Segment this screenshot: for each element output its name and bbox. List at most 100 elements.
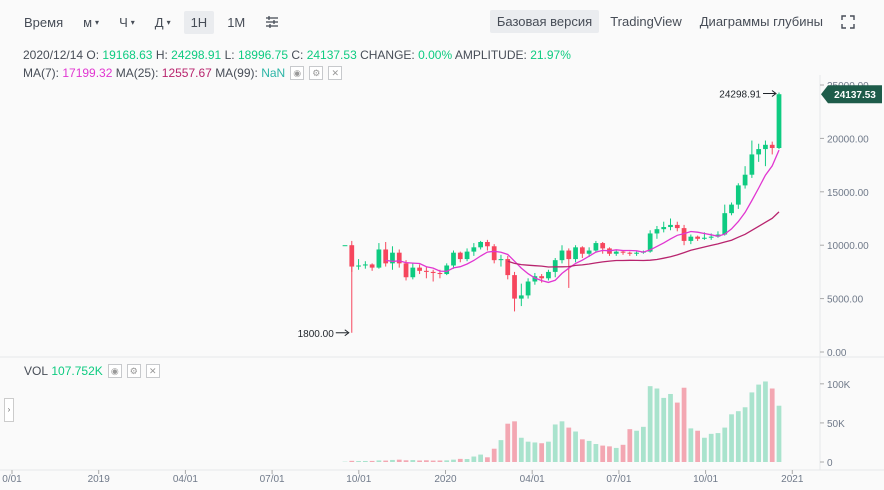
close-value: 24137.53 — [306, 48, 357, 62]
ma7-label: MA(7): — [23, 66, 59, 80]
low-value: 18996.75 — [237, 48, 288, 62]
candle-body — [457, 252, 463, 260]
candle-body — [403, 263, 409, 278]
candle-body — [444, 265, 450, 275]
time-tick-label: 2021 — [781, 474, 804, 485]
candle-body — [566, 250, 572, 260]
candle-body — [674, 224, 680, 229]
vol-visibility-icon[interactable]: ◉ — [107, 364, 122, 378]
candle-body — [464, 251, 470, 260]
indicator-settings-button[interactable] — [258, 12, 286, 32]
ohlc-info: 2020/12/14 O: 19168.63 H: 24298.91 L: 18… — [23, 48, 571, 62]
ma7-value: 17199.32 — [62, 66, 113, 80]
candle-body — [410, 267, 416, 278]
volume-bar — [641, 426, 646, 462]
side-panel-toggle[interactable]: › — [4, 398, 14, 422]
price-tick-label: 0.00 — [827, 348, 847, 359]
interval-minute-dropdown[interactable]: м ▾ — [76, 11, 106, 34]
volume-bar — [356, 461, 361, 462]
candle-body — [749, 154, 755, 175]
candle-body — [681, 228, 687, 241]
ma7-line — [385, 149, 780, 284]
price-tick-label: 15000.00 — [827, 188, 869, 199]
vol-close-icon[interactable]: ✕ — [145, 364, 160, 378]
basic-version-tab[interactable]: Базовая версия — [489, 10, 600, 33]
tradingview-tab[interactable]: TradingView — [610, 14, 682, 29]
fullscreen-button[interactable] — [834, 11, 862, 33]
candle-body — [505, 259, 511, 276]
vol-settings-icon[interactable]: ⚙ — [126, 364, 141, 378]
volume-bar — [362, 460, 368, 462]
ohlc-date: 2020/12/14 — [23, 48, 84, 62]
candle-body — [702, 237, 707, 239]
min-price-label: 1800.00 — [298, 329, 335, 340]
caret-down-icon: ▾ — [130, 17, 135, 27]
time-tick-label: 04/01 — [173, 474, 198, 485]
candle-body — [424, 270, 429, 272]
candle-body — [491, 246, 497, 261]
vol-label: VOL — [24, 364, 49, 378]
candle-body — [763, 144, 768, 150]
candle-body — [437, 272, 443, 275]
candle-body — [518, 295, 524, 299]
ma-settings-icon[interactable]: ⚙ — [309, 66, 324, 80]
volume-bar — [424, 460, 429, 462]
ma-visibility-icon[interactable]: ◉ — [290, 66, 305, 80]
interval-1h-button[interactable]: 1H — [183, 10, 215, 34]
candle-body — [668, 224, 673, 228]
ma-info: MA(7): 17199.32 MA(25): 12557.67 MA(99):… — [23, 66, 343, 80]
candle-body — [539, 276, 545, 279]
interval-hour-dropdown[interactable]: Ч ▾ — [112, 11, 142, 34]
volume-bar — [607, 446, 612, 462]
volume-bar — [390, 459, 395, 462]
volume-tick-label: 50K — [827, 419, 845, 430]
volume-bar — [478, 454, 483, 462]
volume-bar — [688, 428, 694, 462]
ma99-value: NaN — [261, 66, 286, 80]
volume-bar — [566, 427, 572, 462]
candle-body — [342, 245, 348, 247]
volume-bar — [410, 460, 416, 462]
high-value: 24298.91 — [171, 48, 222, 62]
volume-bar — [539, 443, 545, 462]
candle-body — [512, 275, 517, 299]
candle-body — [579, 247, 585, 254]
price-tick-label: 10000.00 — [827, 241, 869, 252]
last-price-value: 24137.53 — [834, 90, 876, 101]
time-tick-label: 07/01 — [606, 474, 631, 485]
candle-body — [369, 264, 375, 268]
low-label: L: — [224, 48, 235, 62]
interval-day-dropdown[interactable]: Д ▾ — [148, 11, 178, 34]
candle-body — [478, 241, 483, 248]
time-tick-label: 0/01 — [2, 474, 22, 485]
candle-body — [376, 249, 382, 268]
depth-chart-tab[interactable]: Диаграммы глубины — [699, 14, 823, 29]
candle-body — [586, 250, 592, 254]
volume-bar — [600, 445, 606, 462]
time-label: Время — [24, 14, 64, 30]
volume-bar — [403, 460, 409, 462]
volume-bar — [498, 440, 504, 462]
ma25-value: 12557.67 — [161, 66, 212, 80]
fullscreen-icon — [841, 14, 855, 29]
volume-bar — [702, 437, 707, 462]
volume-bar — [735, 411, 741, 462]
ma-close-icon[interactable]: ✕ — [328, 66, 343, 80]
volume-bar — [722, 427, 728, 462]
volume-bar — [627, 429, 633, 462]
candle-body — [525, 281, 531, 296]
candle-body — [451, 252, 456, 266]
close-label: C: — [291, 48, 304, 62]
time-tick-label: 10/01 — [346, 474, 371, 485]
candle-body — [430, 271, 436, 273]
min-price-arrowhead — [344, 329, 350, 337]
max-price-arrowhead — [771, 90, 777, 97]
candle-body — [552, 260, 558, 272]
interval-1m-button[interactable]: 1M — [227, 14, 246, 30]
amplitude-value: 21.97% — [530, 48, 571, 62]
volume-bar — [532, 442, 538, 462]
volume-bar — [593, 444, 599, 462]
volume-bar — [451, 459, 456, 462]
candle-body — [695, 236, 700, 239]
